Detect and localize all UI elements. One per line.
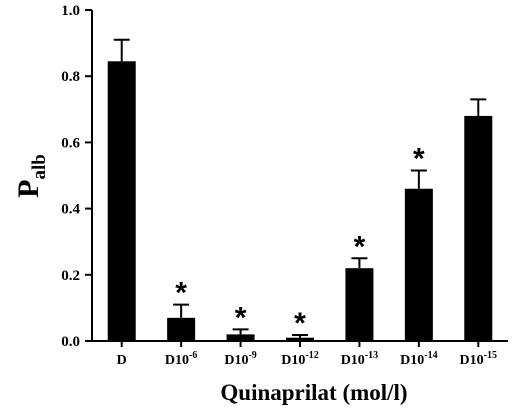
bar bbox=[345, 268, 374, 341]
category-base: D10 bbox=[341, 353, 365, 368]
y-axis-title-main: P bbox=[12, 180, 45, 198]
x-category-label: D bbox=[117, 353, 127, 368]
y-axis-title-text: Palb bbox=[12, 154, 50, 198]
y-tick-label: 0.4 bbox=[61, 202, 80, 218]
x-axis-categories: D D10-6 D10-9 D10-12 D10-13 D10-14 D10-15 bbox=[117, 341, 497, 368]
bar bbox=[404, 188, 433, 341]
x-category-label: D10-9 bbox=[224, 350, 256, 368]
x-category-label: D10-15 bbox=[460, 350, 497, 368]
category-base: D10 bbox=[400, 353, 424, 368]
significance-marker: * bbox=[294, 307, 306, 340]
bar bbox=[286, 337, 314, 341]
bar bbox=[107, 61, 136, 342]
category-exponent: -12 bbox=[305, 350, 318, 361]
category-exponent: -6 bbox=[189, 350, 197, 361]
category-exponent: -13 bbox=[365, 350, 378, 361]
category-exponent: -14 bbox=[424, 350, 437, 361]
category-base: D10 bbox=[460, 353, 484, 368]
bar bbox=[167, 317, 196, 341]
y-tick-label: 0.8 bbox=[61, 69, 80, 85]
x-axis-title: Quinaprilat (mol/l) bbox=[220, 380, 407, 405]
x-category-label: D10-6 bbox=[165, 350, 197, 368]
significance-marker: * bbox=[354, 230, 366, 263]
x-category-label: D10-12 bbox=[281, 350, 318, 368]
y-tick-label: 0.2 bbox=[61, 268, 80, 284]
category-base: D10 bbox=[281, 353, 305, 368]
bar bbox=[464, 115, 493, 341]
significance-marker: * bbox=[175, 277, 187, 310]
x-category-label: D10-13 bbox=[341, 350, 378, 368]
y-tick-label: 0.6 bbox=[61, 135, 80, 151]
x-category-label: D10-14 bbox=[400, 350, 437, 368]
y-axis-title: Palb bbox=[12, 154, 50, 198]
category-base: D bbox=[117, 353, 127, 368]
y-tick-label: 1.0 bbox=[61, 3, 80, 19]
significance-marker: * bbox=[413, 143, 425, 176]
category-base: D10 bbox=[165, 353, 189, 368]
bar bbox=[226, 334, 255, 341]
y-axis-title-subscript: alb bbox=[29, 154, 50, 179]
significance-marker: * bbox=[235, 301, 247, 334]
plot-area: * * * * * bbox=[107, 38, 493, 342]
y-axis-ticks: 0.0 0.2 0.4 0.6 0.8 1.0 bbox=[61, 3, 92, 350]
category-base: D10 bbox=[224, 353, 248, 368]
y-tick-label: 0.0 bbox=[61, 334, 80, 350]
category-exponent: -15 bbox=[484, 350, 497, 361]
category-exponent: -9 bbox=[248, 350, 256, 361]
